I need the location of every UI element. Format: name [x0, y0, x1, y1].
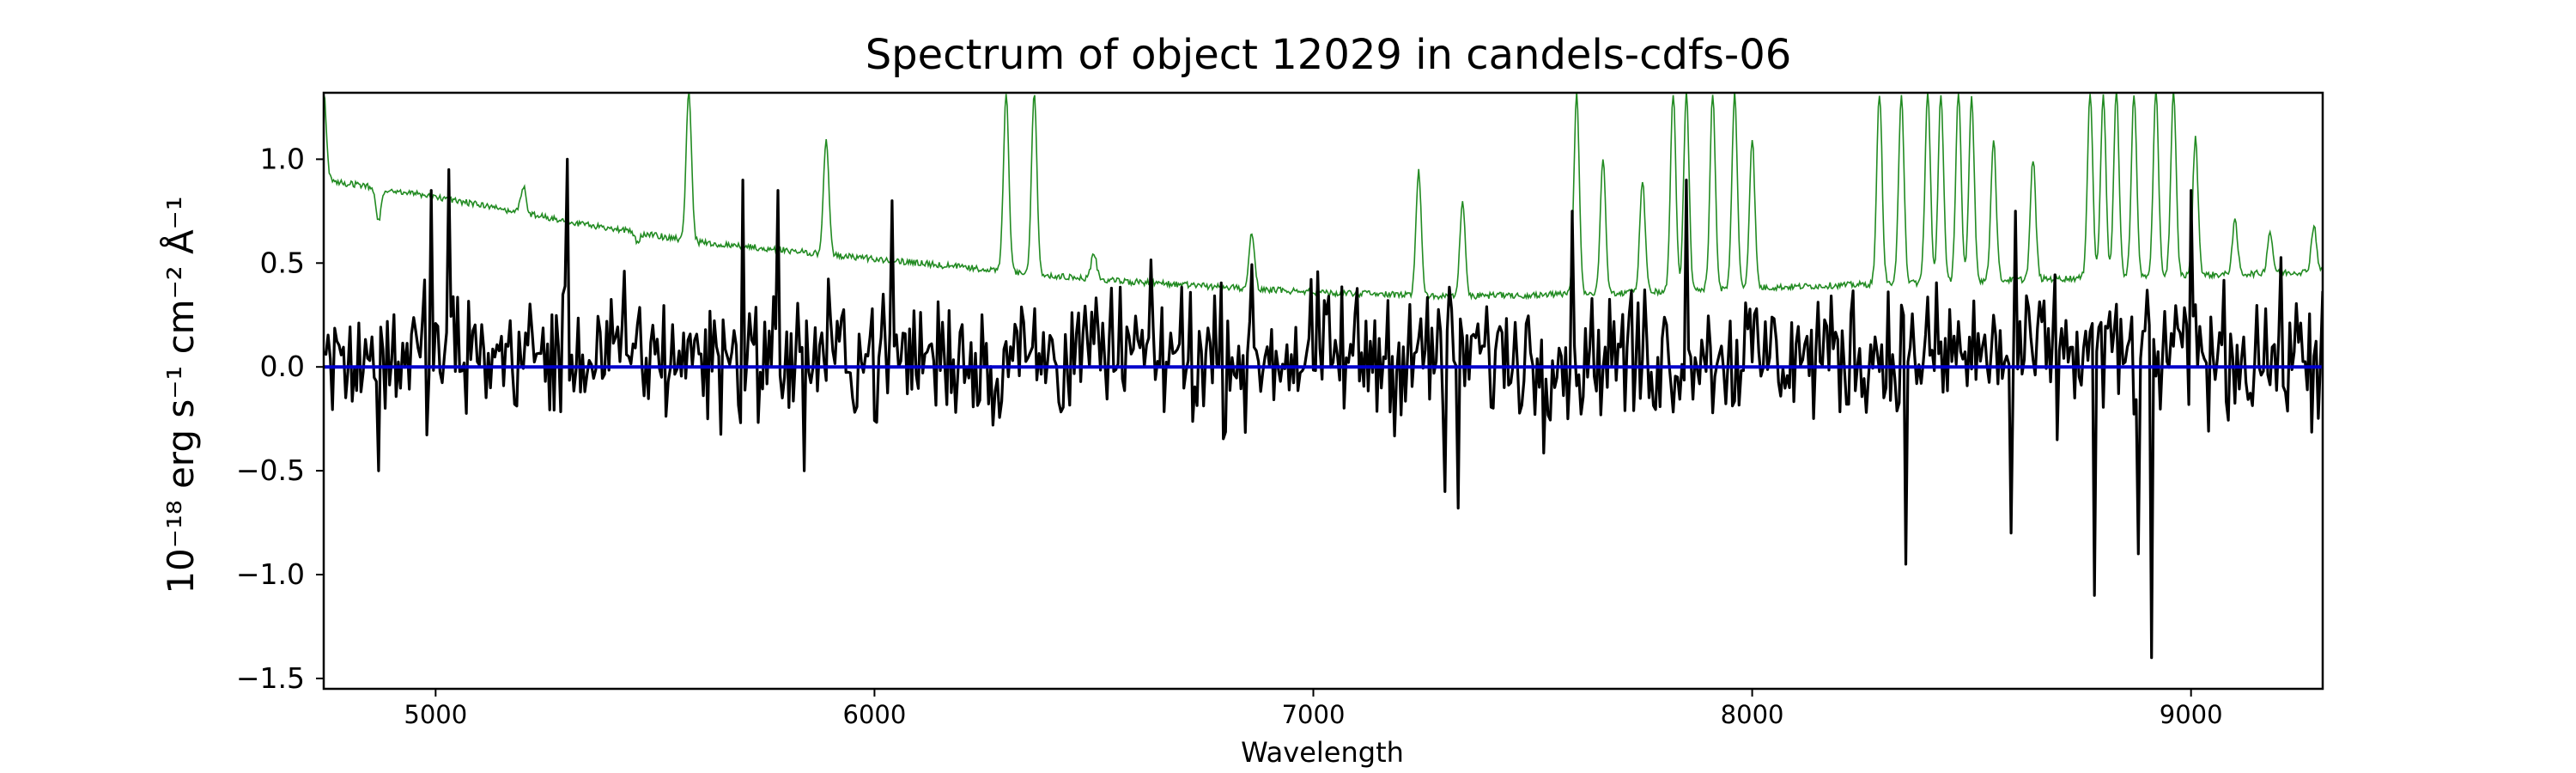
y-tick-label: −1.0 — [236, 557, 305, 591]
y-axis: −1.5 −1.0 −0.5 0.0 0.5 1.0 — [236, 142, 324, 695]
x-tick-label: 6000 — [843, 700, 907, 729]
flux-spectrum-line — [324, 157, 2323, 660]
y-tick-label: 1.0 — [260, 142, 305, 175]
x-tick-label: 7000 — [1282, 700, 1346, 729]
x-axis: 5000 6000 7000 8000 9000 — [404, 689, 2223, 729]
y-axis-label: 10⁻¹⁸ erg s⁻¹ cm⁻² Å⁻¹ — [159, 196, 202, 593]
x-tick-label: 8000 — [1721, 700, 1784, 729]
chart-title: Spectrum of object 12029 in candels-cdfs… — [866, 31, 1792, 79]
y-tick-label: 0.5 — [260, 246, 305, 279]
y-tick-label: −0.5 — [236, 453, 305, 487]
x-axis-label: Wavelength — [1241, 736, 1404, 769]
y-tick-label: −1.5 — [236, 661, 305, 695]
y-tick-label: 0.0 — [260, 350, 305, 383]
plot-frame — [322, 91, 2324, 691]
error-spectrum-line — [324, 93, 2323, 301]
x-tick-label: 9000 — [2160, 700, 2223, 729]
plot-area — [322, 91, 2324, 691]
x-tick-label: 5000 — [404, 700, 467, 729]
